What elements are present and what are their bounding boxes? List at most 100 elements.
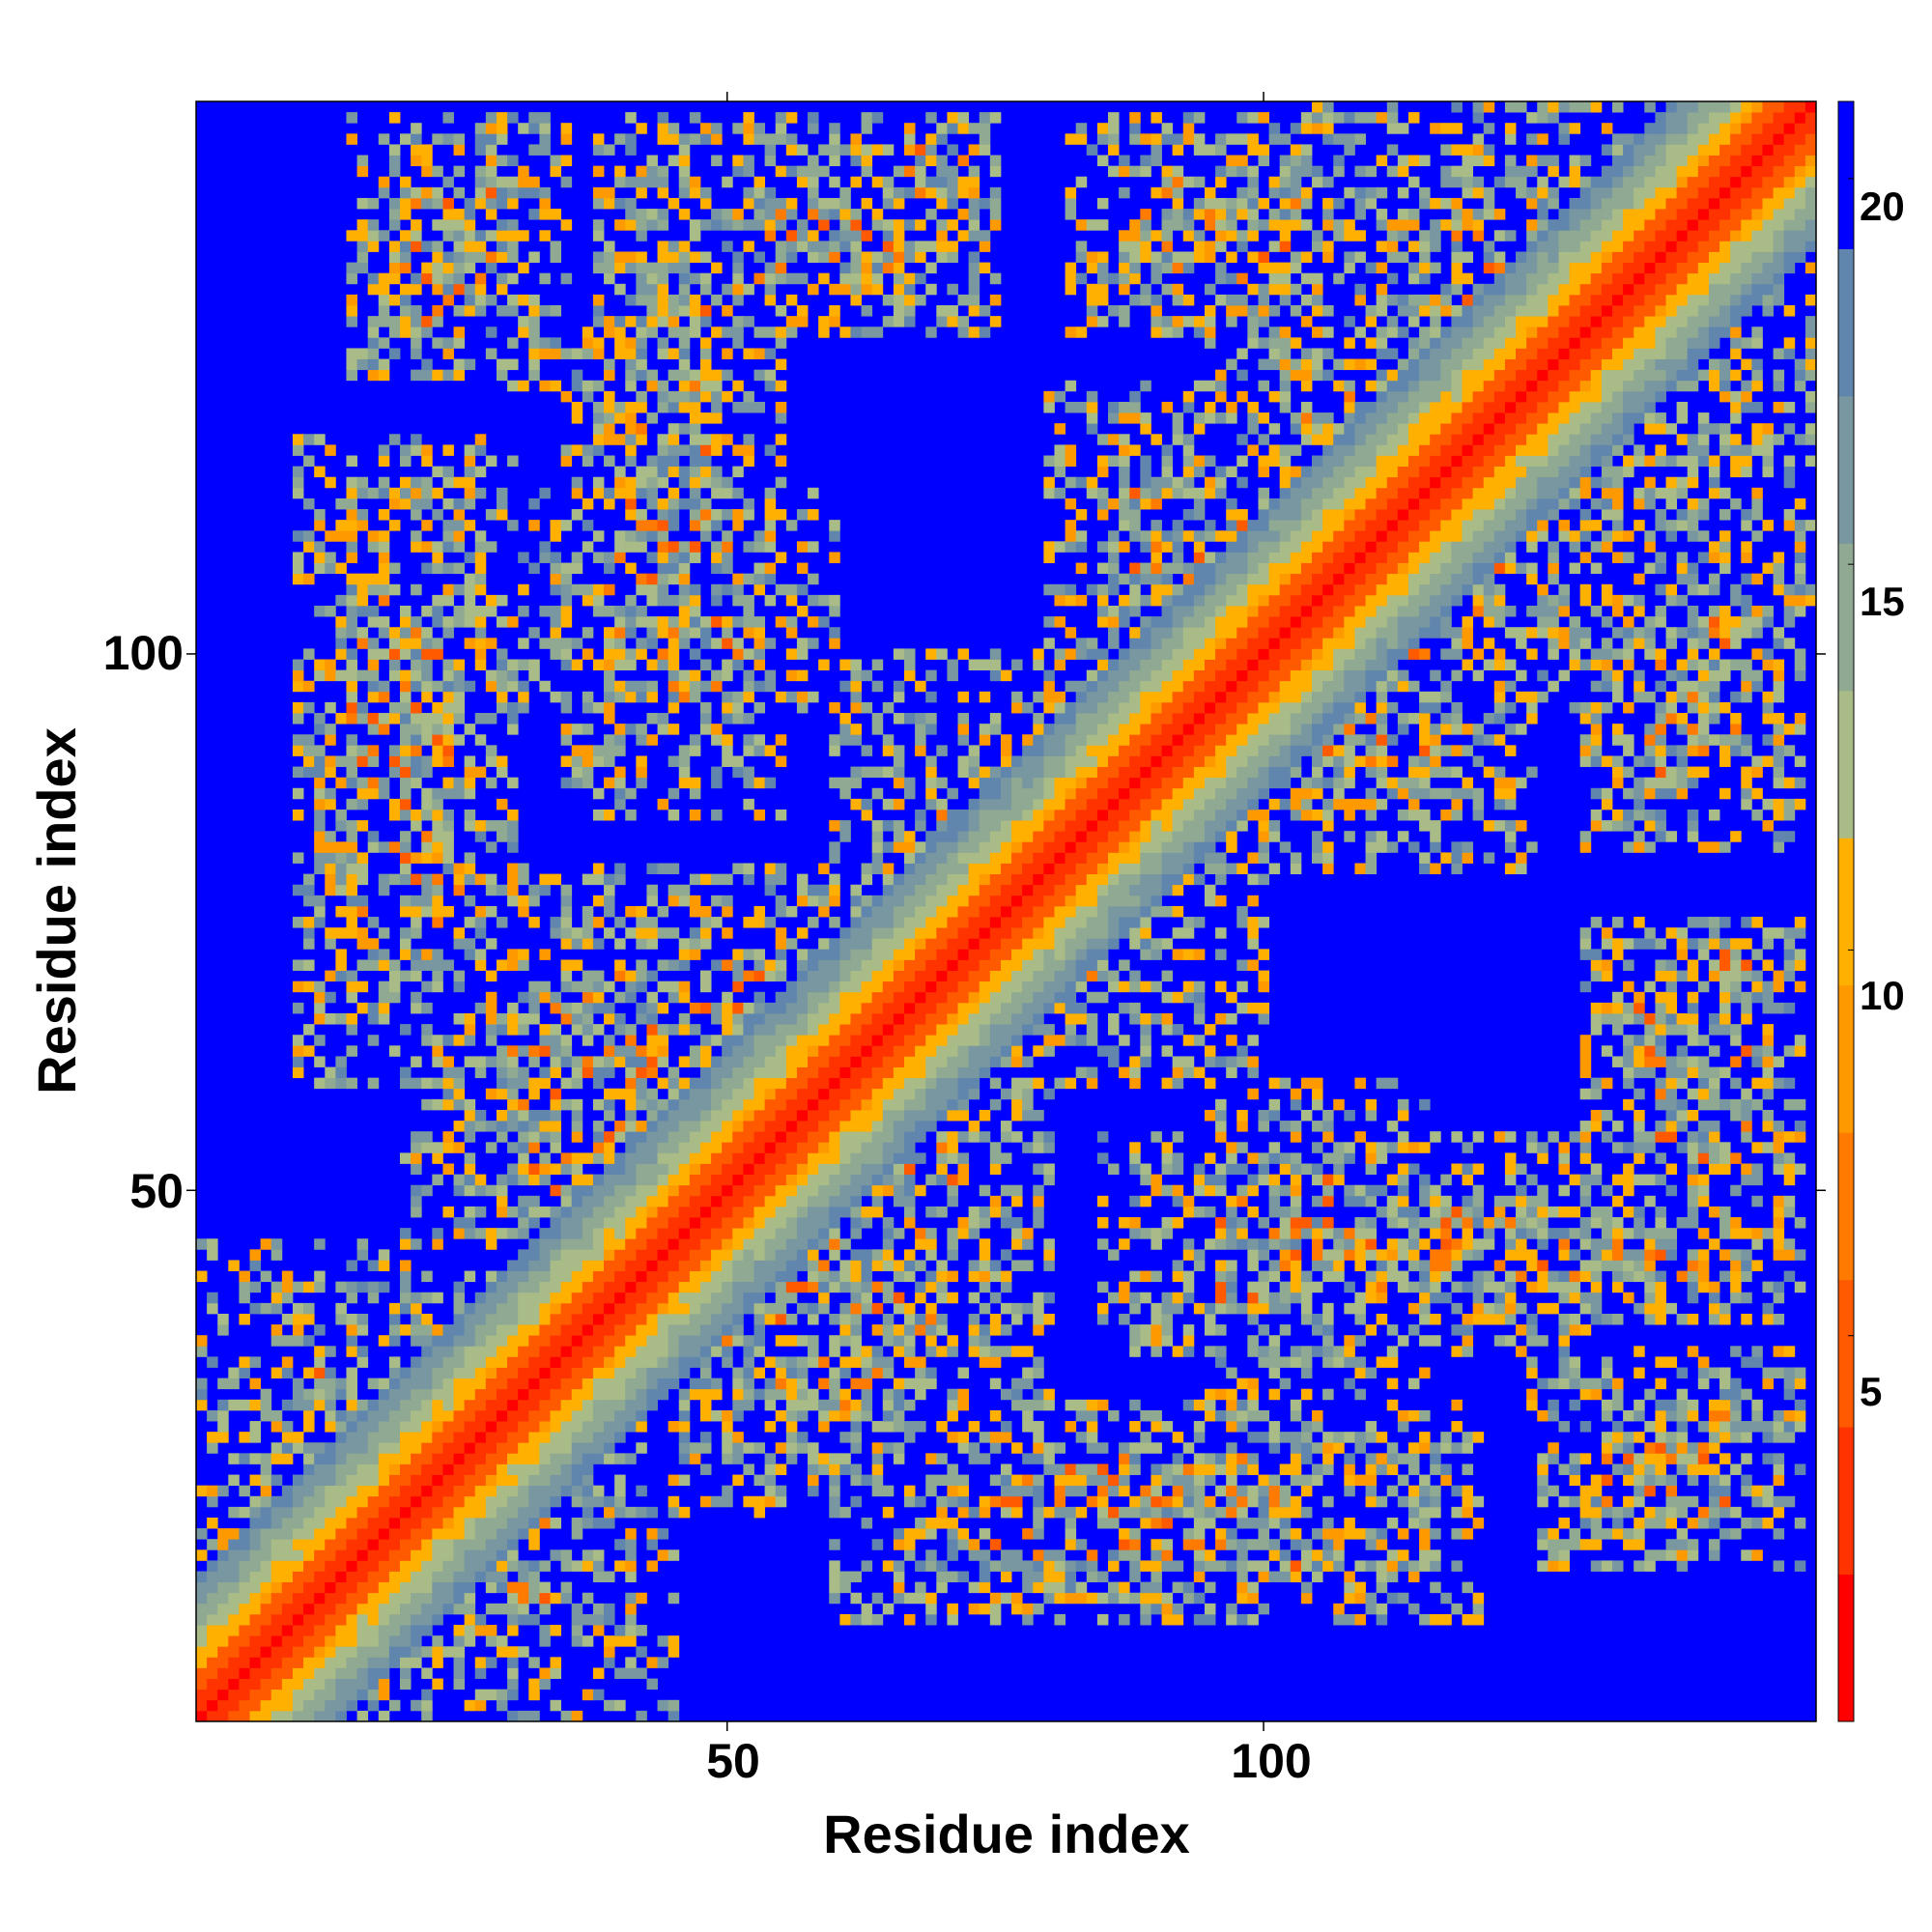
heatmap-cell [657, 1302, 669, 1315]
heatmap-cell [604, 144, 615, 156]
heatmap-cell [539, 1131, 551, 1143]
heatmap-cell [625, 1292, 637, 1304]
heatmap-cell [474, 1324, 487, 1336]
heatmap-cell [496, 1646, 508, 1658]
heatmap-cell [646, 594, 658, 607]
heatmap-cell [711, 509, 723, 521]
heatmap-cell [378, 176, 390, 188]
heatmap-cell [485, 1356, 497, 1368]
heatmap-cell [239, 1281, 250, 1293]
heatmap-cell [775, 959, 787, 971]
heatmap-cell [732, 648, 744, 660]
heatmap-cell [871, 1131, 884, 1143]
heatmap-cell [464, 938, 476, 950]
heatmap-cell [367, 1517, 380, 1529]
heatmap-cell [367, 648, 380, 660]
heatmap-cell [281, 1613, 294, 1626]
heatmap-cell [453, 1324, 466, 1336]
heatmap-cell [539, 380, 551, 392]
heatmap-cell [292, 787, 304, 800]
heatmap-cell [464, 1388, 476, 1401]
heatmap-cell [636, 1002, 647, 1014]
heatmap-cell [711, 1174, 723, 1186]
heatmap-cell [539, 1238, 551, 1250]
heatmap-cell [668, 497, 680, 510]
heatmap-cell [839, 1131, 851, 1143]
heatmap-cell [743, 1302, 754, 1315]
heatmap-cell [507, 1002, 519, 1014]
heatmap-cell [560, 755, 573, 767]
heatmap-cell [411, 283, 422, 296]
heatmap-cell [657, 1035, 669, 1046]
heatmap-cell [689, 1356, 701, 1368]
heatmap-cell [325, 1378, 336, 1390]
heatmap-cell [604, 1346, 615, 1357]
heatmap-cell [678, 401, 691, 413]
heatmap-cell [861, 1399, 873, 1411]
heatmap-cell [400, 1646, 412, 1658]
heatmap-cell [753, 734, 766, 746]
heatmap-cell [753, 1066, 766, 1079]
heatmap-cell [925, 1238, 937, 1250]
heatmap-cell [411, 1367, 422, 1379]
heatmap-cell [335, 927, 347, 939]
heatmap-cell [785, 1335, 798, 1347]
heatmap-cell [496, 1539, 508, 1550]
heatmap-cell [646, 1292, 658, 1304]
heatmap-cell [314, 745, 326, 756]
heatmap-cell [539, 1228, 551, 1239]
heatmap-cell [239, 1549, 250, 1561]
heatmap-cell [474, 927, 487, 939]
heatmap-cell [507, 1495, 519, 1508]
heatmap-cell [346, 691, 357, 703]
heatmap-cell [775, 905, 787, 918]
heatmap-cell [442, 787, 454, 800]
heatmap-cell [604, 583, 615, 596]
heatmap-cell [753, 1152, 766, 1164]
heatmap-cell [249, 1613, 262, 1626]
heatmap-cell [474, 713, 487, 724]
heatmap-cell [785, 648, 798, 660]
heatmap-cell [775, 358, 787, 371]
heatmap-cell [292, 1506, 304, 1519]
heatmap-cell [528, 1013, 540, 1025]
heatmap-cell [861, 1163, 873, 1175]
heatmap-cell [453, 873, 466, 886]
heatmap-cell [678, 176, 691, 188]
heatmap-cell [893, 1045, 905, 1057]
heatmap-cell [699, 1238, 712, 1250]
heatmap-cell [722, 283, 733, 296]
heatmap-cell [474, 1399, 487, 1411]
heatmap-cell [668, 455, 680, 468]
heatmap-cell [818, 970, 830, 982]
heatmap-cell [646, 1131, 658, 1143]
heatmap-cell [829, 1002, 840, 1014]
heatmap-cell [496, 831, 508, 842]
heatmap-cell [356, 820, 369, 832]
heatmap-cell [646, 219, 658, 231]
heatmap-cell [217, 1625, 229, 1636]
heatmap-cell [743, 1045, 754, 1057]
heatmap-cell [378, 1409, 390, 1422]
heatmap-cell [303, 1045, 315, 1057]
heatmap-cell [356, 895, 369, 907]
heatmap-cell [915, 165, 926, 178]
heatmap-cell [850, 176, 862, 188]
heatmap-cell [474, 1453, 487, 1464]
heatmap-cell [292, 444, 304, 456]
heatmap-cell [571, 1399, 583, 1411]
heatmap-cell [915, 1121, 926, 1132]
heatmap-cell [808, 155, 819, 167]
heatmap-cell [604, 1409, 615, 1422]
heatmap-cell [367, 724, 380, 735]
heatmap-cell [915, 1098, 926, 1111]
heatmap-cell [861, 1142, 873, 1153]
heatmap-cell [796, 305, 809, 317]
heatmap-cell [861, 809, 873, 821]
heatmap-cell [614, 1249, 626, 1261]
heatmap-cell [636, 638, 647, 649]
heatmap-cell [496, 1024, 508, 1036]
heatmap-cell [249, 1603, 262, 1615]
heatmap-cell [571, 1346, 583, 1357]
heatmap-cell [314, 991, 326, 1004]
